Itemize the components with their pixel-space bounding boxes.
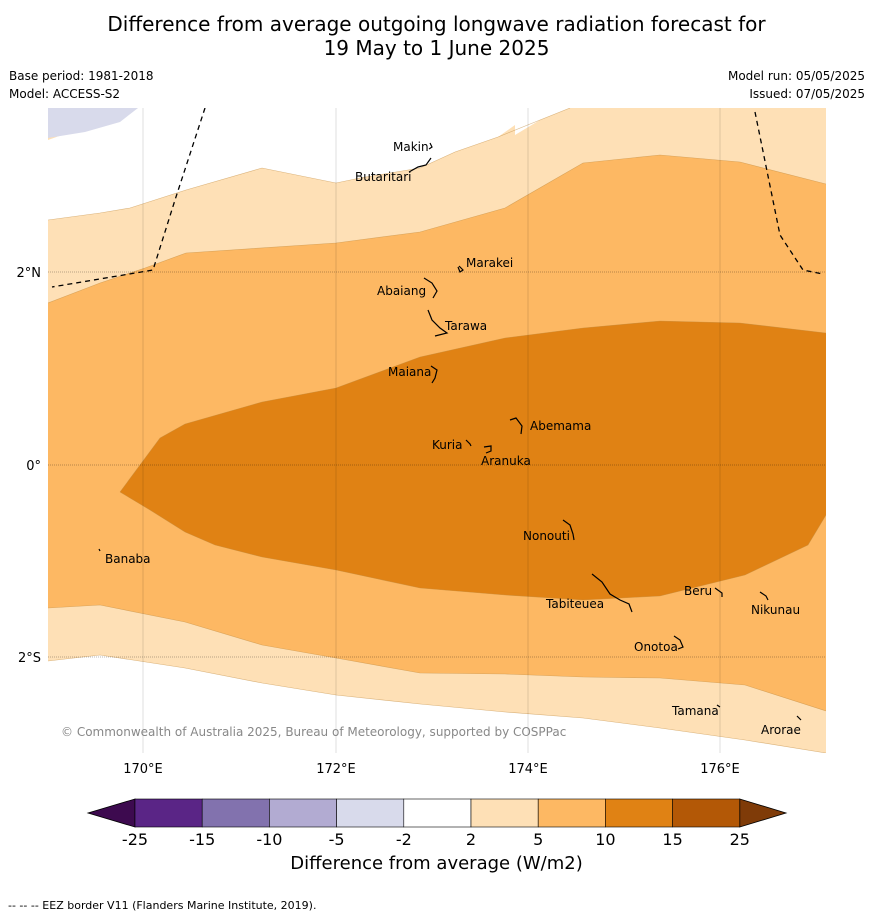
colorbar-tick-label: -25 xyxy=(122,830,148,849)
model-run: Model run: 05/05/2025 xyxy=(727,69,865,83)
island-labels: Makin Butaritari Marakei Abaiang Tarawa … xyxy=(105,140,801,737)
lat-label: 2°N xyxy=(17,266,42,281)
island-shape-butaritari xyxy=(408,157,432,173)
graticule xyxy=(142,108,721,753)
island-label: Onotoa xyxy=(634,640,678,654)
island-label: Tabiteuea xyxy=(545,597,604,611)
colorbar-tick-label: 15 xyxy=(662,830,682,849)
eez-border xyxy=(51,108,824,288)
island-shape-nonouti xyxy=(562,519,575,541)
island-label: Tarawa xyxy=(444,319,487,333)
island-shape-banaba xyxy=(98,548,101,552)
island-shape-maiana xyxy=(430,365,438,384)
colorbar: -25 -15 -10 -5 -2 2 5 10 15 25 xyxy=(86,798,788,849)
lat-tick-labels: 2°N 0° 2°S xyxy=(17,266,42,666)
colorbar-extend-high xyxy=(739,798,788,828)
meta-right: Model run: 05/05/2025 Issued: 07/05/2025 xyxy=(728,67,865,103)
island-shape-tamana xyxy=(716,704,721,708)
colorbar-tick-label: -2 xyxy=(396,830,412,849)
colorbar-swatch xyxy=(336,798,405,828)
title-line-2: 19 May to 1 June 2025 xyxy=(323,36,550,60)
base-period: Base period: 1981-2018 xyxy=(9,69,154,83)
island-shape-beru xyxy=(714,587,723,597)
island-label: Banaba xyxy=(105,552,151,566)
chart-title: Difference from average outgoing longwav… xyxy=(0,12,873,60)
colorbar-swatch xyxy=(269,798,337,828)
colorbar-tick-label: -5 xyxy=(329,830,345,849)
island-label: Maiana xyxy=(388,365,431,379)
island-shape-tabiteuea xyxy=(591,573,633,613)
colorbar-tick-label: 10 xyxy=(595,830,615,849)
colorbar-swatch xyxy=(134,798,203,828)
copyright-notice: © Commonwealth of Australia 2025, Bureau… xyxy=(61,725,566,739)
island-label: Abaiang xyxy=(377,284,426,298)
shade-10-15 xyxy=(120,321,826,600)
island-label: Makin xyxy=(393,140,429,154)
lon-label: 174°E xyxy=(508,762,548,777)
lon-label: 170°E xyxy=(123,762,163,777)
shade-neutral-north-2 xyxy=(515,108,570,135)
lat-label: 0° xyxy=(26,459,41,474)
shade-negative-patch xyxy=(48,108,138,138)
title-line-1: Difference from average outgoing longwav… xyxy=(107,12,766,36)
island-shape-aranuka xyxy=(483,445,492,454)
island-label: Butaritari xyxy=(355,170,412,184)
island-label: Aranuka xyxy=(481,454,531,468)
island-shape-tarawa xyxy=(427,309,449,337)
island-outlines xyxy=(98,142,802,721)
island-label: Beru xyxy=(684,584,712,598)
colorbar-swatch xyxy=(605,798,673,828)
lon-label: 172°E xyxy=(316,762,356,777)
lat-lines xyxy=(48,271,826,658)
lat-label: 2°S xyxy=(18,651,41,666)
issued-date: Issued: 07/05/2025 xyxy=(749,87,865,101)
island-label: Tamana xyxy=(671,704,719,718)
island-label: Marakei xyxy=(466,256,513,270)
lon-tick-labels: 170°E 172°E 174°E 176°E xyxy=(123,762,740,777)
island-label: Nikunau xyxy=(751,603,800,617)
eez-footnote: -- -- -- EEZ border V11 (Flanders Marine… xyxy=(8,899,317,912)
island-shape-onotoa xyxy=(673,635,684,650)
colorbar-swatch xyxy=(537,798,606,828)
island-shape-arorae xyxy=(796,715,802,721)
colorbar-extend-low xyxy=(86,798,136,828)
lon-label: 176°E xyxy=(700,762,740,777)
colorbar-swatch xyxy=(403,798,472,828)
meta-left: Base period: 1981-2018 Model: ACCESS-S2 xyxy=(9,67,154,103)
island-shape-abaiang xyxy=(423,277,438,299)
contour-lines xyxy=(48,108,826,753)
island-shape-marakei xyxy=(457,265,464,273)
colorbar-tick-label: 2 xyxy=(466,830,476,849)
island-shape-nikunau xyxy=(759,591,769,601)
colorbar-swatch xyxy=(672,798,741,828)
island-label: Kuria xyxy=(432,438,463,452)
island-label: Nonouti xyxy=(523,529,570,543)
colorbar-tick-label: -15 xyxy=(189,830,215,849)
map-area: Makin Butaritari Marakei Abaiang Tarawa … xyxy=(48,108,826,753)
colorbar-tick-label: 25 xyxy=(730,830,750,849)
colorbar-swatch xyxy=(201,798,270,828)
island-shape-kuria xyxy=(465,439,472,447)
colorbar-tick-label: 5 xyxy=(533,830,543,849)
island-shape-abemama xyxy=(509,417,523,435)
model-name: Model: ACCESS-S2 xyxy=(9,87,121,101)
island-label: Abemama xyxy=(530,419,591,433)
colorbar-tick-label: -10 xyxy=(256,830,282,849)
colorbar-title: Difference from average (W/m2) xyxy=(290,853,583,874)
island-label: Arorae xyxy=(761,723,801,737)
shade-neutral-north xyxy=(48,108,515,220)
colorbar-swatch xyxy=(470,798,539,828)
island-shape-makin xyxy=(428,142,433,150)
